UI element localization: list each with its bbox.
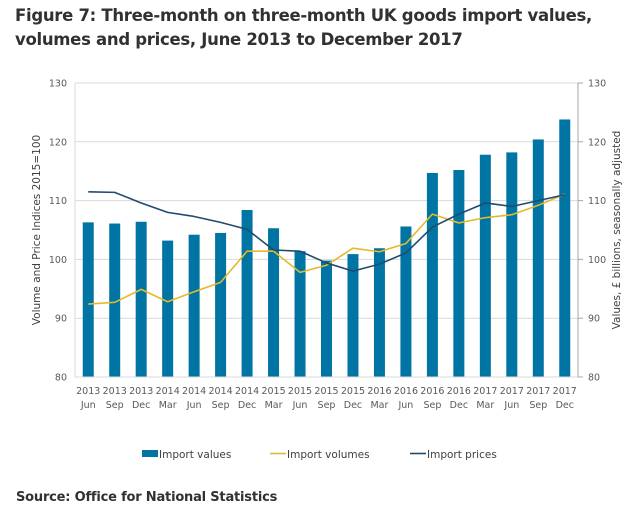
x-tick-label-year: 2016: [447, 386, 471, 397]
y-axis-right-label: Values, £ billions, seasonally adjusted: [611, 131, 623, 330]
y-tick-label-right: 90: [588, 314, 600, 325]
x-tick-label-month: Dec: [132, 400, 150, 411]
x-tick-label-year: 2016: [420, 386, 444, 397]
bar-import-values: [294, 251, 306, 377]
y-axis-left-label: Volume and Price Indices 2015=100: [31, 135, 43, 325]
line-import-volumes: [88, 193, 566, 305]
y-tick-label-right: 120: [588, 137, 606, 148]
y-tick-label-left: 110: [49, 196, 67, 207]
source-note: Source: Office for National Statistics: [16, 490, 278, 505]
legend-item: Import prices: [410, 449, 497, 461]
x-tick-label-month: Sep: [212, 400, 230, 411]
x-tick-label-month: Dec: [556, 400, 574, 411]
y-axis-right-ticks: 80 90 100 110 120 130: [588, 79, 606, 384]
x-tick-label-month: Mar: [159, 400, 177, 411]
x-tick-label-month: Sep: [529, 400, 547, 411]
bar-import-values: [347, 254, 359, 377]
legend-label: Import values: [159, 449, 231, 461]
x-tick-label-year: 2015: [288, 386, 312, 397]
legend-label: Import prices: [427, 449, 497, 461]
x-tick-label-year: 2014: [209, 386, 233, 397]
x-tick-label-year: 2017: [526, 386, 550, 397]
legend-swatch-bar: [142, 450, 158, 457]
line-import-prices: [88, 190, 565, 272]
bar-import-values: [506, 152, 518, 377]
bar-import-values: [426, 172, 438, 377]
bar-series-import-values: [82, 119, 571, 378]
bar-import-values: [532, 139, 544, 377]
x-tick-label-month: Jun: [503, 400, 519, 411]
x-tick-label-year: 2015: [314, 386, 338, 397]
bar-import-values: [453, 170, 465, 377]
x-tick-label-year: 2014: [156, 386, 180, 397]
x-tick-label-month: Mar: [476, 400, 494, 411]
y-tick-label-right: 100: [588, 255, 606, 266]
x-tick-label-year: 2016: [367, 386, 391, 397]
y-tick-label-left: 80: [55, 373, 67, 384]
bar-import-values: [162, 240, 174, 377]
x-tick-label-month: Sep: [423, 400, 441, 411]
x-tick-label-year: 2016: [394, 386, 418, 397]
x-tick-label-year: 2014: [235, 386, 259, 397]
x-tick-label-year: 2015: [341, 386, 365, 397]
x-tick-label-month: Sep: [106, 400, 124, 411]
bar-import-values: [215, 232, 227, 377]
x-tick-label-month: Jun: [397, 400, 413, 411]
x-tick-label-year: 2017: [500, 386, 524, 397]
axes: [74, 82, 583, 378]
bar-import-values: [321, 260, 332, 377]
bar-import-values: [188, 234, 200, 377]
y-tick-label-left: 130: [49, 79, 67, 90]
x-tick-label-month: Jun: [80, 400, 96, 411]
x-tick-label-year: 2014: [182, 386, 206, 397]
x-tick-label-month: Dec: [450, 400, 468, 411]
x-tick-label-year: 2017: [473, 386, 497, 397]
bar-import-values: [82, 222, 94, 377]
bar-import-values: [373, 248, 385, 377]
x-tick-label-month: Dec: [344, 400, 362, 411]
y-tick-label-right: 130: [588, 79, 606, 90]
legend-label: Import volumes: [287, 449, 370, 461]
x-tick-label-year: 2015: [261, 386, 285, 397]
bar-import-values: [559, 119, 571, 378]
x-tick-label-month: Dec: [238, 400, 256, 411]
legend: Import values Import volumes Import prices: [142, 449, 497, 461]
y-tick-label-left: 100: [49, 255, 67, 266]
bar-import-values: [268, 228, 280, 377]
x-tick-label-year: 2013: [103, 386, 127, 397]
x-tick-label-month: Jun: [186, 400, 202, 411]
bar-import-values: [135, 221, 147, 377]
bar-import-values: [241, 210, 253, 377]
bar-import-values: [479, 154, 491, 377]
legend-item: Import values: [142, 449, 231, 461]
y-axis-left-ticks: 80 90 100 110 120 130: [49, 79, 67, 384]
y-tick-label-left: 90: [55, 314, 67, 325]
x-tick-label-month: Mar: [265, 400, 283, 411]
x-axis-ticks: 2013 Jun 2013 Sep 2013 Dec 2014 Mar 2014 Jun 2014 S…: [76, 386, 577, 411]
bar-import-values: [109, 223, 121, 377]
x-tick-label-month: Mar: [370, 400, 388, 411]
y-tick-label-left: 120: [49, 137, 67, 148]
x-tick-label-month: Jun: [292, 400, 308, 411]
bar-import-values: [400, 226, 412, 377]
x-tick-label-year: 2017: [553, 386, 577, 397]
legend-item: Import volumes: [270, 449, 370, 461]
chart-title: Figure 7: Three-month on three-month UK …: [15, 6, 593, 49]
x-tick-label-year: 2013: [76, 386, 100, 397]
y-tick-label-right: 80: [588, 373, 600, 384]
line-series: [88, 190, 566, 305]
x-tick-label-month: Sep: [318, 400, 336, 411]
x-tick-label-year: 2013: [129, 386, 153, 397]
y-tick-label-right: 110: [588, 196, 606, 207]
